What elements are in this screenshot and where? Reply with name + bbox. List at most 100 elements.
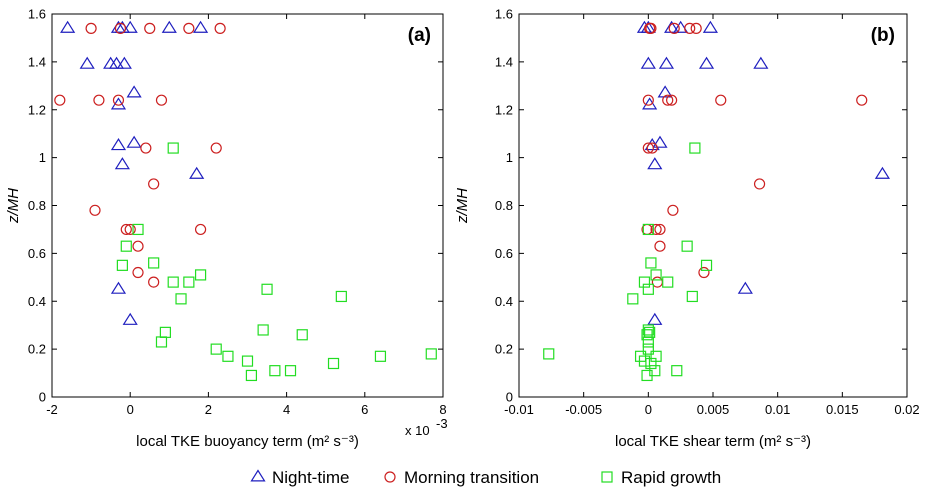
data-point-night — [79, 56, 95, 69]
data-point-rapid — [132, 223, 144, 236]
series-rapid — [116, 142, 437, 382]
data-point-rapid — [155, 336, 168, 348]
data-point-rapid — [642, 283, 654, 295]
data-point-night — [126, 135, 142, 148]
data-point-night — [698, 56, 715, 69]
data-point-night — [673, 20, 689, 33]
y-tick-label: 0.4 — [28, 294, 46, 309]
data-point-night — [753, 56, 769, 69]
x-axis-label: local TKE shear term (m² s⁻³) — [615, 433, 811, 450]
data-point-night — [161, 20, 177, 33]
y-tick-label: 0.8 — [495, 198, 513, 213]
data-point-morning — [148, 276, 160, 288]
series-night — [636, 20, 891, 325]
data-point-morning — [214, 22, 226, 34]
data-point-rapid — [284, 365, 297, 377]
y-tick-label: 0.6 — [495, 246, 513, 261]
data-point-morning — [89, 204, 101, 216]
y-tick-label: 0.2 — [28, 342, 46, 357]
data-point-rapid — [183, 276, 195, 288]
x-tick-label: 0.02 — [894, 402, 919, 417]
data-point-night — [110, 138, 127, 151]
plot-area — [518, 13, 908, 398]
data-point-night — [116, 56, 132, 69]
y-tick-label: 1 — [506, 150, 513, 165]
x-tick-label: -2 — [46, 402, 58, 417]
data-point-rapid — [194, 269, 207, 281]
data-point-rapid — [210, 343, 222, 355]
data-point-morning — [642, 94, 654, 106]
y-tick-label: 0.6 — [28, 246, 46, 261]
data-point-night — [110, 281, 127, 294]
legend-marker-morning — [384, 471, 396, 483]
data-point-rapid — [245, 369, 258, 382]
data-point-rapid — [167, 276, 179, 288]
data-point-night — [192, 20, 209, 33]
plot-area — [51, 13, 444, 398]
data-point-night — [652, 135, 668, 148]
data-point-morning — [114, 22, 127, 34]
data-point-morning — [54, 94, 66, 106]
data-point-rapid — [641, 369, 653, 382]
data-point-morning — [684, 22, 696, 34]
y-tick-label: 1.4 — [495, 54, 513, 69]
data-point-night — [642, 97, 658, 110]
data-point-night — [737, 281, 753, 294]
x-tick-label: 0.005 — [697, 402, 730, 417]
y-tick-label: 0.8 — [28, 198, 46, 213]
x-tick-label: 2 — [205, 402, 212, 417]
data-point-morning — [132, 240, 144, 252]
data-point-rapid — [257, 324, 269, 336]
data-point-rapid — [642, 336, 654, 348]
y-tick-label: 1.6 — [495, 7, 513, 22]
data-point-rapid — [116, 259, 128, 271]
data-point-morning — [645, 22, 657, 34]
data-point-rapid — [645, 257, 657, 269]
data-point-rapid — [681, 240, 693, 252]
data-point-morning — [124, 223, 136, 236]
data-point-rapid — [638, 276, 651, 288]
y-tick-label: 0 — [39, 390, 46, 405]
data-point-rapid — [645, 357, 657, 370]
y-tick-label: 0.2 — [495, 342, 513, 357]
x-tick-label: 6 — [361, 402, 368, 417]
data-point-morning — [667, 204, 679, 216]
legend-label-morning: Morning transition — [404, 468, 539, 487]
data-point-night — [874, 166, 891, 179]
data-point-rapid — [175, 293, 187, 305]
x-exponent-power: -3 — [436, 416, 448, 431]
data-point-morning — [140, 142, 152, 154]
data-point-night — [647, 157, 663, 170]
data-point-morning — [654, 240, 666, 252]
data-point-night — [657, 85, 673, 98]
data-point-morning — [85, 22, 97, 34]
data-point-night — [126, 85, 142, 98]
x-tick-label: -0.01 — [504, 402, 534, 417]
x-tick-label: 0 — [127, 402, 134, 417]
data-point-morning — [690, 22, 702, 34]
data-point-morning — [132, 266, 144, 279]
data-point-rapid — [269, 365, 281, 377]
data-point-rapid — [627, 293, 639, 305]
panel-label: (b) — [871, 25, 895, 46]
y-tick-label: 1.4 — [28, 54, 46, 69]
x-tick-label: 4 — [283, 402, 290, 417]
data-point-night — [122, 312, 138, 325]
data-point-rapid — [671, 365, 683, 377]
legend: Night-time Morning transition Rapid growth — [250, 468, 721, 487]
data-point-morning — [93, 94, 105, 106]
data-point-rapid — [374, 350, 387, 362]
data-point-rapid — [662, 276, 674, 288]
x-tick-label: 0.01 — [765, 402, 790, 417]
series-morning — [54, 22, 226, 288]
data-point-night — [658, 56, 675, 69]
legend-marker-night — [250, 469, 266, 482]
data-point-morning — [646, 142, 658, 154]
data-point-night — [122, 20, 138, 33]
data-point-morning — [662, 94, 674, 106]
data-point-night — [108, 56, 125, 69]
x-tick-label: 0 — [645, 402, 652, 417]
x-tick-label: 8 — [439, 402, 446, 417]
